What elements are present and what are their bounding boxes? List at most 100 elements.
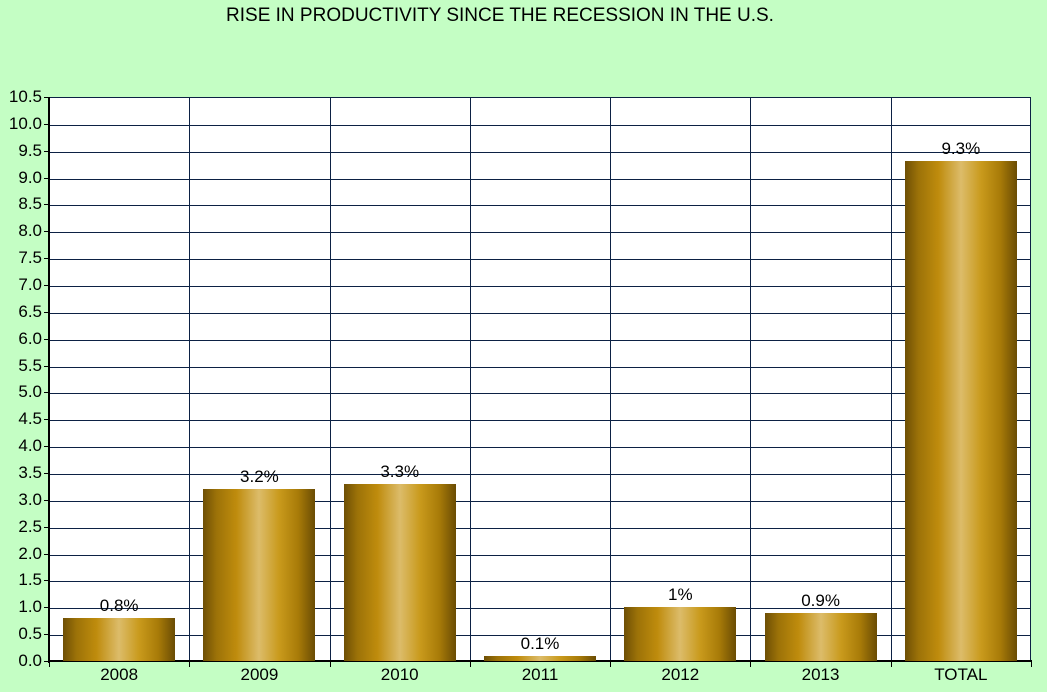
y-tick-mark bbox=[44, 123, 49, 125]
y-tick-mark bbox=[44, 231, 49, 233]
y-tick-mark bbox=[44, 150, 49, 152]
y-tick-mark bbox=[44, 338, 49, 340]
gridline-horizontal bbox=[49, 500, 1030, 502]
gridline-horizontal bbox=[49, 608, 1030, 610]
gridline-horizontal bbox=[49, 339, 1030, 341]
y-tick-label: 1.5 bbox=[18, 570, 42, 590]
y-tick-label: 9.0 bbox=[18, 167, 42, 187]
data-label: 3.2% bbox=[240, 467, 279, 487]
x-tick-mark bbox=[1031, 661, 1032, 667]
y-tick-label: 8.5 bbox=[18, 194, 42, 214]
gridline-vertical bbox=[750, 98, 752, 661]
y-tick-label: 6.5 bbox=[18, 301, 42, 321]
y-tick-mark bbox=[44, 526, 49, 528]
y-tick-label: 0.0 bbox=[18, 651, 42, 670]
x-tick-mark bbox=[750, 661, 752, 667]
y-tick-mark bbox=[44, 607, 49, 609]
y-tick-mark bbox=[44, 634, 49, 636]
y-tick-mark bbox=[44, 499, 49, 501]
y-tick-mark bbox=[44, 177, 49, 179]
y-tick-mark bbox=[44, 580, 49, 582]
y-tick-label: 3.5 bbox=[18, 463, 42, 482]
y-tick-label: 4.0 bbox=[18, 436, 42, 456]
y-tick-mark bbox=[44, 311, 49, 313]
bar-2013 bbox=[764, 612, 877, 661]
gridline-horizontal bbox=[49, 232, 1030, 234]
gridline-horizontal bbox=[49, 581, 1030, 583]
y-tick-mark bbox=[44, 661, 49, 662]
y-tick-label: 6.0 bbox=[18, 328, 42, 348]
gridline-horizontal bbox=[49, 124, 1030, 126]
data-label: 1% bbox=[667, 585, 693, 605]
y-tick-mark bbox=[44, 419, 49, 421]
bar-2010 bbox=[343, 483, 456, 661]
x-tick-mark bbox=[890, 661, 892, 667]
gridline-vertical bbox=[890, 98, 892, 661]
y-tick-mark bbox=[44, 258, 49, 260]
x-tick-mark bbox=[189, 661, 191, 667]
gridline-horizontal bbox=[49, 151, 1030, 153]
y-tick-label: 0.5 bbox=[18, 624, 42, 644]
y-tick-label: 8.0 bbox=[18, 221, 42, 241]
y-axis-line bbox=[48, 97, 50, 663]
gridline-vertical bbox=[469, 98, 471, 661]
gridline-vertical bbox=[610, 98, 612, 661]
bar-2012 bbox=[624, 607, 737, 661]
gridline-horizontal bbox=[49, 178, 1030, 180]
y-tick-mark bbox=[44, 473, 49, 474]
y-tick-label: 10.0 bbox=[8, 113, 42, 133]
gridline-vertical bbox=[329, 98, 331, 661]
x-tick-label: 2010 bbox=[380, 665, 419, 684]
gridline-horizontal bbox=[49, 205, 1030, 207]
gridline-horizontal bbox=[49, 474, 1030, 475]
y-tick-label: 10.5 bbox=[8, 87, 42, 106]
x-tick-label: 2012 bbox=[661, 665, 700, 684]
gridline-horizontal bbox=[49, 286, 1030, 287]
y-tick-label: 2.5 bbox=[18, 516, 42, 536]
gridline-horizontal bbox=[49, 447, 1030, 449]
y-tick-label: 3.0 bbox=[18, 489, 42, 509]
bar-total bbox=[904, 161, 1017, 661]
gridline-horizontal bbox=[49, 554, 1030, 556]
data-label: 9.3% bbox=[941, 139, 981, 159]
y-tick-mark bbox=[44, 285, 49, 286]
y-tick-mark bbox=[44, 365, 49, 367]
chart-title: RISE IN PRODUCTIVITY SINCE THE RECESSION… bbox=[226, 5, 774, 26]
bar-2008 bbox=[63, 618, 176, 661]
gridline-vertical bbox=[189, 98, 191, 661]
gridline-horizontal bbox=[49, 635, 1030, 637]
y-tick-mark bbox=[44, 553, 49, 555]
x-tick-mark bbox=[49, 661, 50, 667]
y-tick-mark bbox=[44, 446, 49, 448]
y-tick-label: 2.0 bbox=[18, 543, 42, 563]
x-tick-mark bbox=[610, 661, 612, 667]
x-tick-label: 2009 bbox=[240, 665, 279, 684]
gridline-horizontal bbox=[49, 420, 1030, 422]
y-tick-label: 5.5 bbox=[18, 355, 42, 375]
data-label: 3.3% bbox=[380, 461, 420, 481]
y-tick-label: 9.5 bbox=[18, 140, 42, 160]
gridline-horizontal bbox=[49, 527, 1030, 529]
x-tick-mark bbox=[329, 661, 331, 667]
y-tick-label: 4.5 bbox=[18, 409, 42, 429]
plot-area bbox=[49, 97, 1031, 661]
x-tick-label: 2008 bbox=[100, 665, 139, 684]
y-tick-label: 7.5 bbox=[18, 248, 42, 268]
y-tick-mark bbox=[44, 97, 49, 98]
x-tick-label: 2013 bbox=[801, 665, 840, 684]
gridline-horizontal bbox=[49, 259, 1030, 261]
x-axis-line bbox=[48, 660, 1032, 662]
data-label: 0.1% bbox=[520, 633, 560, 653]
y-tick-mark bbox=[44, 204, 49, 206]
bar-2011 bbox=[484, 655, 596, 661]
y-tick-label: 5.0 bbox=[18, 382, 42, 402]
data-label: 0.9% bbox=[801, 590, 840, 610]
x-tick-mark bbox=[469, 661, 471, 667]
x-tick-label: TOTAL bbox=[934, 665, 988, 684]
bar-2009 bbox=[203, 489, 316, 661]
y-tick-label: 1.0 bbox=[18, 597, 42, 617]
gridline-horizontal bbox=[49, 366, 1030, 368]
gridline-horizontal bbox=[49, 312, 1030, 314]
y-tick-mark bbox=[44, 392, 49, 394]
gridline-horizontal bbox=[49, 393, 1030, 395]
